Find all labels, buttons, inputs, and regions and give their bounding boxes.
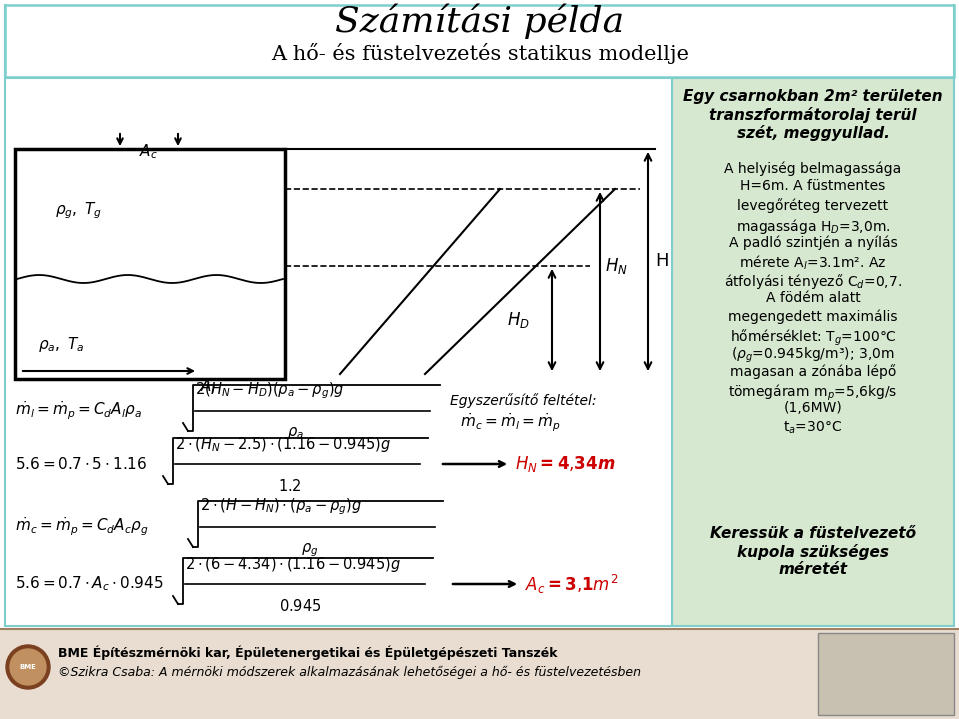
Circle shape bbox=[6, 645, 50, 689]
Text: $\rho_a,\ T_a$: $\rho_a,\ T_a$ bbox=[38, 334, 84, 354]
Text: levegőréteg tervezett: levegőréteg tervezett bbox=[737, 198, 889, 213]
Text: $0.945$: $0.945$ bbox=[279, 598, 321, 614]
Bar bbox=[15, 149, 285, 379]
Text: $2 \cdot (6 - 4.34) \cdot (1.16 - 0.945)g$: $2 \cdot (6 - 4.34) \cdot (1.16 - 0.945)… bbox=[185, 555, 401, 574]
Text: $\rho_g,\ T_g$: $\rho_g,\ T_g$ bbox=[55, 201, 103, 221]
Text: tömegáram m$_p$=5,6kg/s: tömegáram m$_p$=5,6kg/s bbox=[728, 383, 898, 403]
Text: átfolyási tényező C$_d$=0,7.: átfolyási tényező C$_d$=0,7. bbox=[724, 272, 902, 291]
Bar bbox=[672, 78, 954, 626]
Bar bbox=[5, 5, 954, 77]
Text: magassága H$_D$=3,0m.: magassága H$_D$=3,0m. bbox=[736, 216, 890, 236]
Text: H=6m. A füstmentes: H=6m. A füstmentes bbox=[740, 180, 885, 193]
Text: Számítási példa: Számítási példa bbox=[336, 4, 624, 39]
Text: BME: BME bbox=[19, 664, 36, 670]
Text: Egy csarnokban 2m² területen
transzformátorolaj terül
szét, meggyullad.: Egy csarnokban 2m² területen transzformá… bbox=[683, 89, 943, 141]
Text: $2 \cdot (H - H_N) \cdot (\rho_a - \rho_g)g$: $2 \cdot (H - H_N) \cdot (\rho_a - \rho_… bbox=[200, 496, 362, 517]
Text: megengedett maximális: megengedett maximális bbox=[728, 309, 898, 324]
Text: $\boldsymbol{H_N = 4{,}34m}$: $\boldsymbol{H_N = 4{,}34m}$ bbox=[515, 454, 616, 474]
Text: ($\rho_g$=0.945kg/m³); 3,0m: ($\rho_g$=0.945kg/m³); 3,0m bbox=[731, 346, 895, 365]
Text: $2(H_N - H_D)(\rho_a - \rho_g)g$: $2(H_N - H_D)(\rho_a - \rho_g)g$ bbox=[195, 380, 344, 401]
Text: A hő- és füstelvezetés statikus modellje: A hő- és füstelvezetés statikus modellje bbox=[271, 42, 689, 63]
Text: A födém alatt: A födém alatt bbox=[765, 290, 860, 305]
Text: magasan a zónába lépő: magasan a zónába lépő bbox=[730, 365, 897, 380]
Text: mérete A$_l$=3.1m². Az: mérete A$_l$=3.1m². Az bbox=[739, 254, 887, 272]
Text: BME Építészmérnöki kar, Épületenergetikai és Épületgépészeti Tanszék: BME Építészmérnöki kar, Épületenergetika… bbox=[58, 646, 557, 660]
Text: $H_D$: $H_D$ bbox=[507, 310, 530, 330]
Text: $5.6 = 0.7 \cdot A_c \cdot 0.945$: $5.6 = 0.7 \cdot A_c \cdot 0.945$ bbox=[15, 574, 164, 593]
Bar bbox=[818, 633, 954, 715]
Text: ©Szikra Csaba: A mérnöki módszerek alkalmazásának lehetőségei a hő- és füstelvez: ©Szikra Csaba: A mérnöki módszerek alkal… bbox=[58, 665, 641, 679]
Text: $\dot{m}_l = \dot{m}_p = C_d A_l \rho_a$: $\dot{m}_l = \dot{m}_p = C_d A_l \rho_a$ bbox=[15, 400, 142, 422]
Text: Keressük a füstelvezető
kupola szükséges
méretét: Keressük a füstelvezető kupola szükséges… bbox=[710, 526, 916, 577]
Text: $\rho_a$: $\rho_a$ bbox=[287, 425, 303, 441]
Text: $2 \cdot (H_N - 2.5) \cdot (1.16 - 0.945)g$: $2 \cdot (H_N - 2.5) \cdot (1.16 - 0.945… bbox=[175, 435, 391, 454]
Text: $H_N$: $H_N$ bbox=[605, 257, 628, 277]
Text: $\dot{m}_c = \dot{m}_p = C_d A_c \rho_g$: $\dot{m}_c = \dot{m}_p = C_d A_c \rho_g$ bbox=[15, 516, 149, 539]
Text: $A_l$: $A_l$ bbox=[200, 377, 216, 396]
Text: H: H bbox=[655, 252, 668, 270]
Text: t$_a$=30°C: t$_a$=30°C bbox=[784, 420, 843, 436]
Text: A padló szintjén a nyílás: A padló szintjén a nyílás bbox=[729, 235, 898, 249]
Text: A helyiség belmagassága: A helyiség belmagassága bbox=[724, 161, 901, 175]
Bar bbox=[0, 629, 959, 719]
Text: $1.2$: $1.2$ bbox=[278, 478, 301, 494]
Text: $\dot{m}_c = \dot{m}_l = \dot{m}_p$: $\dot{m}_c = \dot{m}_l = \dot{m}_p$ bbox=[460, 412, 560, 434]
Circle shape bbox=[10, 649, 46, 685]
Text: $5.6 = 0.7 \cdot 5 \cdot 1.16$: $5.6 = 0.7 \cdot 5 \cdot 1.16$ bbox=[15, 456, 148, 472]
Text: (1,6MW): (1,6MW) bbox=[784, 401, 842, 416]
Text: $\rho_g$: $\rho_g$ bbox=[301, 541, 318, 559]
Text: hőmérséklet: T$_g$=100°C: hőmérséklet: T$_g$=100°C bbox=[730, 327, 897, 348]
Text: Egyszerűsítő feltétel:: Egyszerűsítő feltétel: bbox=[450, 393, 596, 408]
Text: $\boldsymbol{A_c = 3{,}1m^2}$: $\boldsymbol{A_c = 3{,}1m^2}$ bbox=[525, 572, 619, 595]
Text: $A_c$: $A_c$ bbox=[138, 142, 157, 161]
